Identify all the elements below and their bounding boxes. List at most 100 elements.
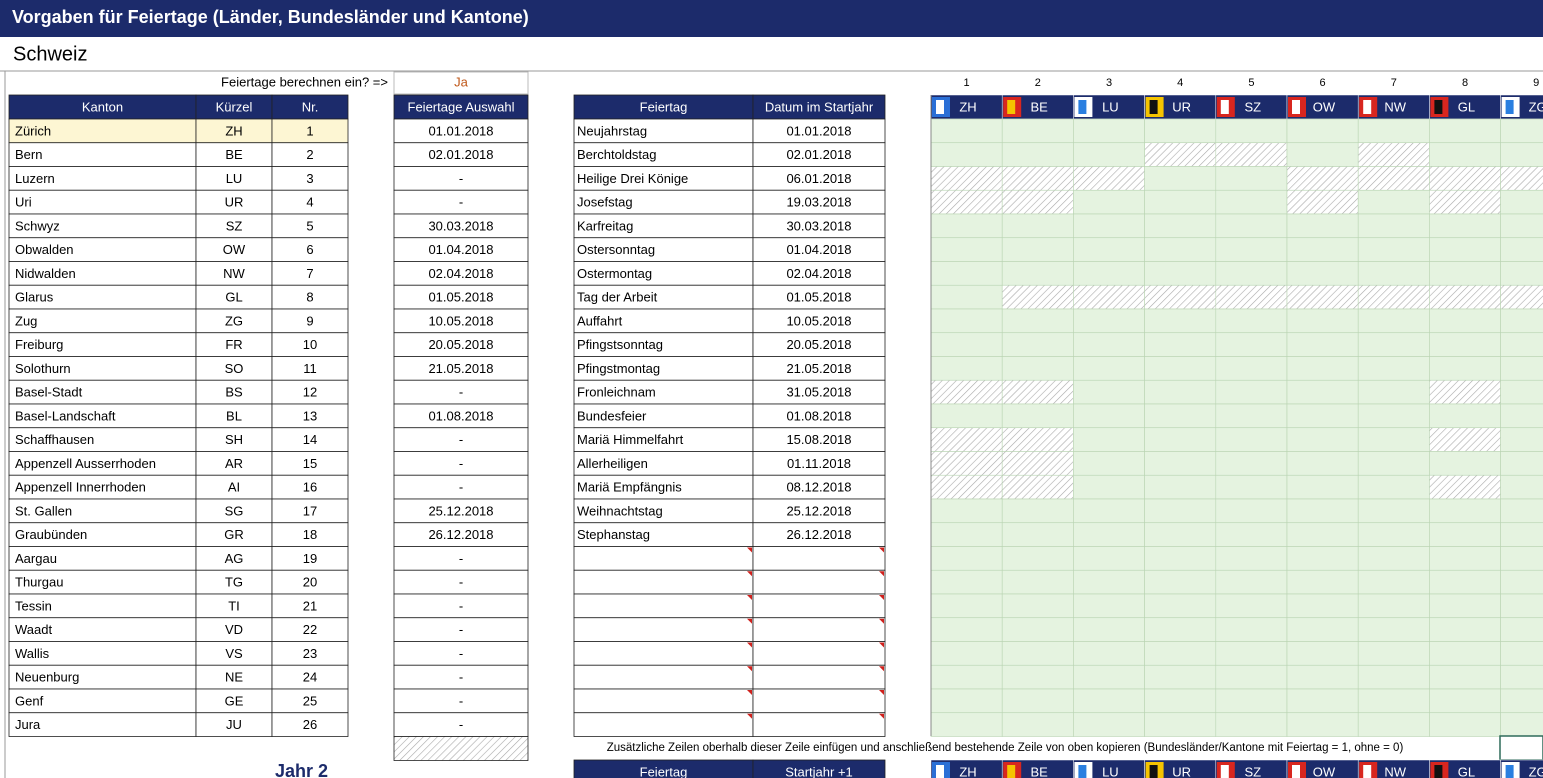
holiday-name[interactable]: Stephanstag <box>577 527 650 542</box>
canton-code[interactable]: TG <box>225 575 243 590</box>
canton-code[interactable]: JU <box>226 717 242 732</box>
holiday-flag-cell[interactable] <box>1286 166 1359 191</box>
holiday-flag-cell[interactable] <box>930 237 1003 262</box>
holiday-flag-cell[interactable] <box>930 284 1003 310</box>
holiday-flag-cell[interactable] <box>1357 213 1430 239</box>
holiday-date[interactable]: 06.01.2018 <box>786 171 851 186</box>
holiday-flag-cell[interactable] <box>1073 237 1145 262</box>
canton-code[interactable]: GE <box>225 693 244 708</box>
holiday-name[interactable]: Pfingstsonntag <box>577 337 663 352</box>
holiday-date[interactable]: 26.12.2018 <box>786 527 851 542</box>
holiday-name[interactable]: Pfingstmontag <box>577 361 660 376</box>
canton-number[interactable]: 5 <box>306 218 313 233</box>
holiday-flag-cell[interactable] <box>930 118 1003 144</box>
holiday-flag-cell[interactable] <box>1073 379 1145 405</box>
holiday-date[interactable]: 31.05.2018 <box>786 385 851 400</box>
holiday-flag-cell[interactable] <box>1073 142 1145 167</box>
holiday-flag-cell[interactable] <box>1215 284 1288 310</box>
canton-code[interactable]: SZ <box>226 218 243 233</box>
holiday-flag-cell[interactable] <box>1286 189 1359 215</box>
holiday-flag-cell[interactable] <box>1073 189 1145 215</box>
canton-number[interactable]: 7 <box>306 266 313 281</box>
canton-name[interactable]: Genf <box>15 693 44 708</box>
holiday-flag-cell[interactable] <box>1500 261 1543 286</box>
holiday-flag-cell[interactable] <box>1286 427 1359 452</box>
holiday-flag-cell[interactable] <box>1073 522 1145 547</box>
holiday-flag-cell[interactable] <box>1286 522 1359 547</box>
canton-name[interactable]: Jura <box>15 717 41 732</box>
holiday-flag-cell[interactable] <box>1500 118 1543 144</box>
holiday-flag-cell[interactable] <box>1429 142 1501 167</box>
holiday-flag-cell[interactable] <box>1500 213 1543 239</box>
holiday-name[interactable]: Heilige Drei Könige <box>577 171 688 186</box>
canton-code[interactable]: TI <box>228 598 240 613</box>
canton-name[interactable]: Basel-Stadt <box>15 385 83 400</box>
holiday-flag-cell[interactable] <box>1429 474 1501 500</box>
holiday-flag-cell[interactable] <box>1429 284 1501 310</box>
canton-name[interactable]: Appenzell Innerrhoden <box>15 480 146 495</box>
canton-code[interactable]: SG <box>225 503 244 518</box>
canton-number[interactable]: 11 <box>303 361 317 376</box>
holiday-flag-cell[interactable] <box>1429 213 1501 239</box>
holiday-name[interactable]: Allerheiligen <box>577 456 648 471</box>
holiday-flag-cell[interactable] <box>1500 474 1543 500</box>
holiday-flag-cell[interactable] <box>1215 166 1288 191</box>
holiday-flag-cell[interactable] <box>1001 213 1074 239</box>
canton-number[interactable]: 20 <box>303 575 317 590</box>
canton-code[interactable]: AI <box>228 480 240 495</box>
holiday-flag-cell[interactable] <box>1357 522 1430 547</box>
holiday-flag-cell[interactable] <box>1073 261 1145 286</box>
holiday-flag-cell[interactable] <box>1357 166 1430 191</box>
holiday-flag-cell[interactable] <box>1357 237 1430 262</box>
holiday-flag-cell[interactable] <box>1357 332 1430 357</box>
holiday-flag-cell[interactable] <box>1144 474 1217 500</box>
canton-name[interactable]: St. Gallen <box>15 503 72 518</box>
holiday-date[interactable]: 21.05.2018 <box>786 361 851 376</box>
holiday-flag-cell[interactable] <box>1500 427 1543 452</box>
canton-code[interactable]: GL <box>225 290 242 305</box>
holiday-flag-cell[interactable] <box>1001 237 1074 262</box>
holiday-date[interactable]: 19.03.2018 <box>786 195 851 210</box>
holiday-flag-cell[interactable] <box>1144 118 1217 144</box>
holiday-flag-cell[interactable] <box>930 332 1003 357</box>
holiday-name[interactable]: Ostermontag <box>577 266 652 281</box>
holiday-flag-cell[interactable] <box>1286 379 1359 405</box>
holiday-name[interactable]: Tag der Arbeit <box>577 290 658 305</box>
holiday-flag-cell[interactable] <box>1286 403 1359 429</box>
holiday-flag-cell[interactable] <box>1144 213 1217 239</box>
holiday-name[interactable]: Mariä Empfängnis <box>577 480 682 495</box>
holiday-flag-cell[interactable] <box>1144 498 1217 524</box>
holiday-flag-cell[interactable] <box>1286 356 1359 381</box>
holiday-flag-cell[interactable] <box>1429 379 1501 405</box>
holiday-flag-cell[interactable] <box>1215 118 1288 144</box>
holiday-name[interactable]: Auffahrt <box>577 313 623 328</box>
calc-value[interactable]: Ja <box>454 74 469 89</box>
holiday-flag-cell[interactable] <box>1073 284 1145 310</box>
holiday-flag-cell[interactable] <box>930 427 1003 452</box>
holiday-flag-cell[interactable] <box>1429 308 1501 334</box>
canton-code[interactable]: VD <box>225 622 243 637</box>
holiday-flag-cell[interactable] <box>1500 142 1543 167</box>
holiday-flag-cell[interactable] <box>1215 261 1288 286</box>
holiday-flag-cell[interactable] <box>1357 308 1430 334</box>
canton-number[interactable]: 15 <box>303 456 317 471</box>
holiday-flag-cell[interactable] <box>1144 379 1217 405</box>
holiday-flag-cell[interactable] <box>930 261 1003 286</box>
holiday-flag-cell[interactable] <box>1001 403 1074 429</box>
holiday-flag-cell[interactable] <box>1144 451 1217 476</box>
canton-code[interactable]: ZH <box>225 123 242 138</box>
canton-number[interactable]: 21 <box>303 598 317 613</box>
holiday-flag-cell[interactable] <box>1215 379 1288 405</box>
holiday-flag-cell[interactable] <box>1001 379 1074 405</box>
holiday-date[interactable]: 02.01.2018 <box>786 147 851 162</box>
holiday-flag-cell[interactable] <box>1001 261 1074 286</box>
holiday-flag-cell[interactable] <box>1215 237 1288 262</box>
holiday-flag-cell[interactable] <box>1215 451 1288 476</box>
holiday-flag-cell[interactable] <box>1286 237 1359 262</box>
holiday-date[interactable]: 30.03.2018 <box>786 218 851 233</box>
canton-code[interactable]: FR <box>225 337 242 352</box>
holiday-flag-cell[interactable] <box>930 213 1003 239</box>
holiday-flag-cell[interactable] <box>1215 498 1288 524</box>
holiday-flag-cell[interactable] <box>1357 379 1430 405</box>
holiday-flag-cell[interactable] <box>1357 118 1430 144</box>
